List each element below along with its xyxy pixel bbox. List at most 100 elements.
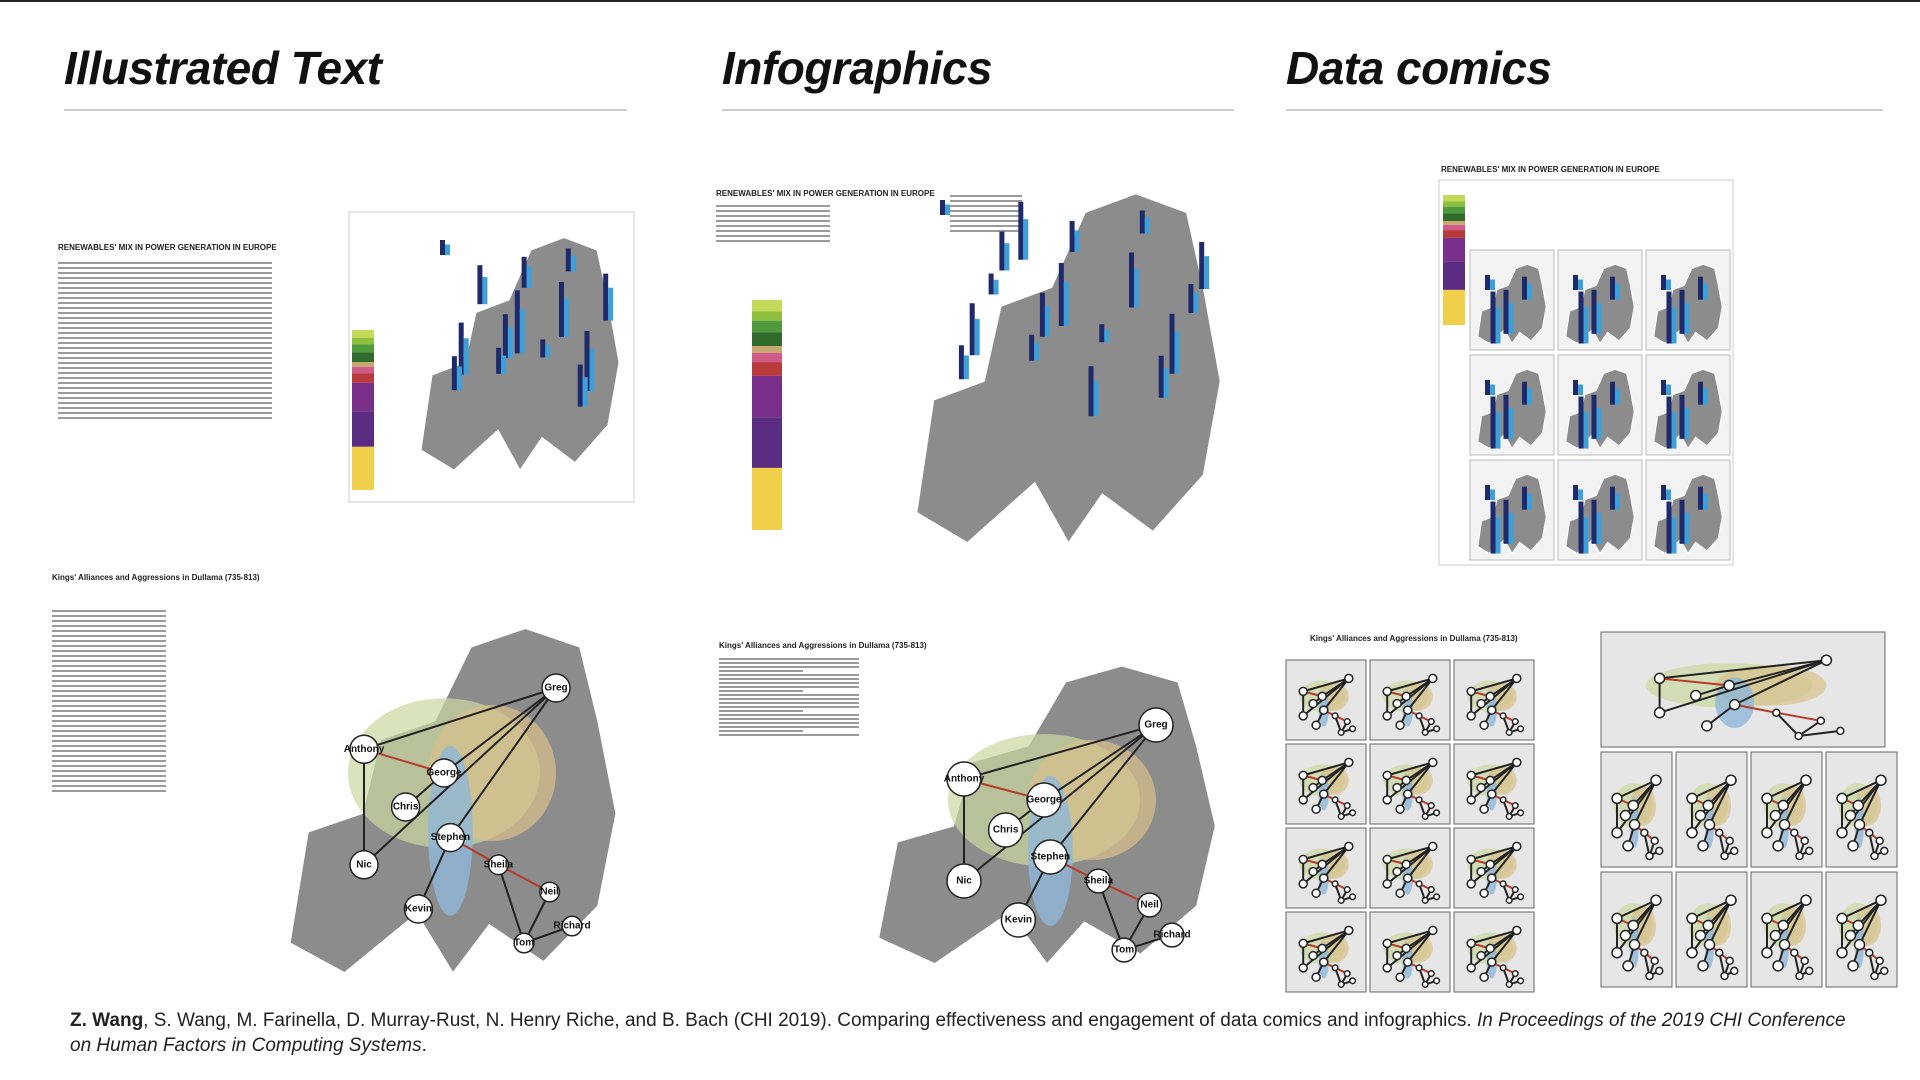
person — [1000, 902, 1037, 938]
map-bar — [1578, 489, 1583, 500]
person — [1466, 711, 1476, 721]
slide-figures: Illustrated Text Infographics Data comic… — [0, 0, 1920, 993]
person — [1318, 789, 1329, 799]
text-line — [52, 720, 166, 722]
person — [1650, 774, 1662, 786]
map-bar — [1583, 412, 1589, 449]
text-line — [52, 780, 166, 782]
map-bar — [958, 345, 964, 380]
map-bar — [540, 339, 546, 358]
person — [1622, 840, 1634, 852]
person — [1865, 948, 1874, 957]
person — [1433, 977, 1441, 985]
text-line — [58, 372, 272, 374]
person — [1512, 757, 1522, 768]
map-bar — [1139, 210, 1145, 234]
person — [1343, 886, 1351, 894]
text-line — [719, 714, 859, 716]
person — [1730, 846, 1739, 856]
person — [1715, 828, 1724, 837]
person — [1694, 809, 1707, 822]
person — [1382, 795, 1392, 805]
map-bar — [1596, 303, 1602, 334]
figure-title: Kings' Alliances and Aggressions in Dull… — [1310, 634, 1518, 643]
map-bar — [1099, 324, 1105, 343]
relation — [1490, 677, 1518, 711]
person — [1853, 818, 1866, 831]
map-bar — [584, 331, 590, 391]
text-line — [52, 675, 166, 677]
citation-venue: In Proceedings of the 2019 CHI Conferenc… — [70, 1010, 1846, 1056]
person — [1343, 970, 1351, 978]
relation — [1841, 899, 1882, 920]
person — [987, 812, 1024, 848]
person — [1805, 966, 1814, 976]
map-bar — [545, 344, 551, 358]
map-bar — [1661, 485, 1666, 500]
text-line — [58, 377, 272, 379]
person — [1395, 720, 1405, 730]
map-bar — [1591, 289, 1597, 334]
person — [1725, 774, 1737, 786]
map-bar — [1204, 256, 1210, 289]
person — [1421, 980, 1429, 988]
map-bar — [1522, 276, 1527, 300]
text-line — [950, 215, 1022, 217]
person-name: Kevin — [405, 904, 432, 915]
person — [1836, 726, 1845, 736]
person — [1318, 873, 1329, 883]
map-bar — [1490, 384, 1495, 395]
relation — [1766, 899, 1807, 920]
map-bar — [603, 273, 609, 321]
person — [1318, 957, 1329, 967]
map-bar — [1578, 279, 1583, 290]
map-bar — [1671, 517, 1677, 554]
text-line — [58, 352, 272, 354]
map-bar — [1508, 408, 1514, 439]
map-bar — [1698, 486, 1703, 510]
person — [1512, 925, 1522, 936]
map-bar — [1527, 388, 1532, 405]
map-bar — [1527, 493, 1532, 510]
stack-segment — [1443, 221, 1465, 225]
person-name: Neil — [540, 887, 559, 898]
text-line — [52, 715, 166, 717]
person — [1392, 698, 1402, 709]
person — [1655, 846, 1664, 856]
stack-segment — [352, 352, 374, 362]
relation — [1386, 761, 1434, 777]
person — [1308, 866, 1318, 877]
person — [1870, 971, 1879, 981]
relation — [1043, 724, 1157, 801]
person — [1433, 809, 1441, 817]
stack-segment — [352, 362, 374, 367]
person — [1686, 912, 1698, 925]
person — [1427, 802, 1435, 810]
person — [1836, 912, 1848, 925]
relation — [1302, 929, 1350, 945]
person — [1800, 836, 1809, 846]
relation — [1659, 659, 1827, 714]
text-line — [950, 205, 1022, 207]
person — [1505, 980, 1513, 988]
person — [1655, 966, 1664, 976]
person — [390, 792, 421, 822]
person — [1697, 840, 1709, 852]
person — [1816, 716, 1826, 726]
person — [1875, 956, 1884, 966]
person — [1499, 880, 1507, 888]
map-bar — [1703, 283, 1708, 300]
person — [1349, 809, 1357, 817]
person — [1466, 963, 1476, 973]
person — [1485, 859, 1495, 870]
text-line — [58, 297, 272, 299]
map-bar — [1074, 230, 1080, 252]
map-bar — [1503, 394, 1509, 439]
person — [1428, 925, 1438, 936]
text-line — [52, 760, 166, 762]
text-line — [52, 610, 166, 612]
person — [1308, 698, 1318, 709]
stack-segment — [752, 362, 782, 376]
person — [561, 915, 583, 937]
person — [1401, 943, 1411, 954]
